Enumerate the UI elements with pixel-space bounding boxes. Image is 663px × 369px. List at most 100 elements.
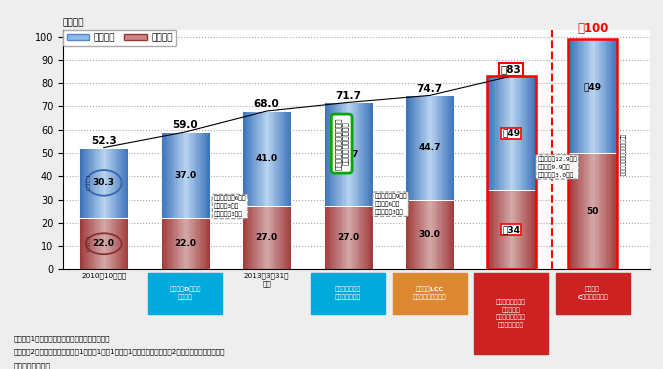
Bar [116,218,117,269]
Bar [83,148,84,218]
Bar [83,218,84,269]
Bar [338,103,339,207]
Bar [369,207,370,269]
Bar [242,111,243,207]
Bar [498,76,499,190]
Bar [498,190,499,269]
Bar [324,103,325,207]
Bar [337,207,338,269]
Bar [111,218,112,269]
Bar [520,76,521,190]
Bar [408,200,409,269]
Bar [588,153,589,269]
Bar [107,218,109,269]
Bar [590,39,591,153]
Bar [532,190,533,269]
Bar [487,76,488,190]
Bar [268,207,269,269]
Bar [368,207,369,269]
Bar [581,153,583,269]
Bar [368,103,369,207]
Bar [331,103,332,207]
Bar [274,111,275,207]
Bar [597,39,599,153]
Bar [336,207,337,269]
Bar [358,103,359,207]
Bar [516,190,517,269]
Bar [606,39,607,153]
Bar [106,218,107,269]
Bar [117,148,119,218]
Bar [168,132,169,218]
Bar [508,76,509,190]
Text: （注）　1　いずれも年間当たりの回数である。: （注） 1 いずれも年間当たりの回数である。 [13,336,110,342]
Bar [527,76,528,190]
Text: 68.0: 68.0 [254,99,280,109]
Bar [599,153,600,269]
Bar [420,96,421,200]
Bar [511,190,512,269]
Bar [442,96,443,200]
Bar [161,218,162,269]
Bar [109,148,110,218]
Bar [408,96,409,200]
Bar [596,153,597,269]
Bar [492,190,493,269]
Text: 71.7: 71.7 [335,90,361,100]
Bar [116,148,117,218]
Bar [205,218,206,269]
Bar [180,218,182,269]
Bar [607,153,609,269]
Bar [610,153,611,269]
Bar [499,76,500,190]
Bar [533,76,534,190]
Bar [601,153,603,269]
Bar [286,111,288,207]
Bar [245,207,246,269]
Bar [611,153,612,269]
Bar [615,153,616,269]
Bar [179,218,180,269]
Bar [517,76,518,190]
Bar [434,200,435,269]
Bar [370,207,371,269]
Bar [200,218,201,269]
Bar [256,207,257,269]
Bar [420,200,421,269]
Text: うち国際線12.9万回
昼　間　9.9万回
深夜早朝　3.0万回: うち国際線12.9万回 昼 間 9.9万回 深夜早朝 3.0万回 [537,156,577,177]
Bar [335,207,336,269]
Bar [531,76,532,190]
Text: 74.7: 74.7 [416,83,443,94]
Bar [427,96,428,200]
Bar [589,153,590,269]
Bar [425,96,426,200]
Bar [275,207,276,269]
Bar [605,39,606,153]
Bar [367,103,368,207]
Bar [594,39,595,153]
Bar [615,39,616,153]
Bar [369,103,370,207]
Bar [347,103,348,207]
Bar [517,190,518,269]
Text: 約49: 約49 [583,82,602,91]
Bar [358,207,359,269]
Bar [427,200,428,269]
Text: 52.3: 52.3 [91,136,117,146]
Bar [604,153,605,269]
Bar [343,207,345,269]
Bar [585,39,587,153]
Bar [584,39,585,153]
Bar [522,76,523,190]
Bar [170,218,172,269]
Bar [367,207,368,269]
Bar [526,190,527,269]
Bar [288,111,290,207]
Bar [599,39,600,153]
Bar [119,148,121,218]
Bar [607,39,609,153]
Bar [339,207,341,269]
Bar [351,103,352,207]
Bar [497,190,498,269]
Bar [119,218,121,269]
